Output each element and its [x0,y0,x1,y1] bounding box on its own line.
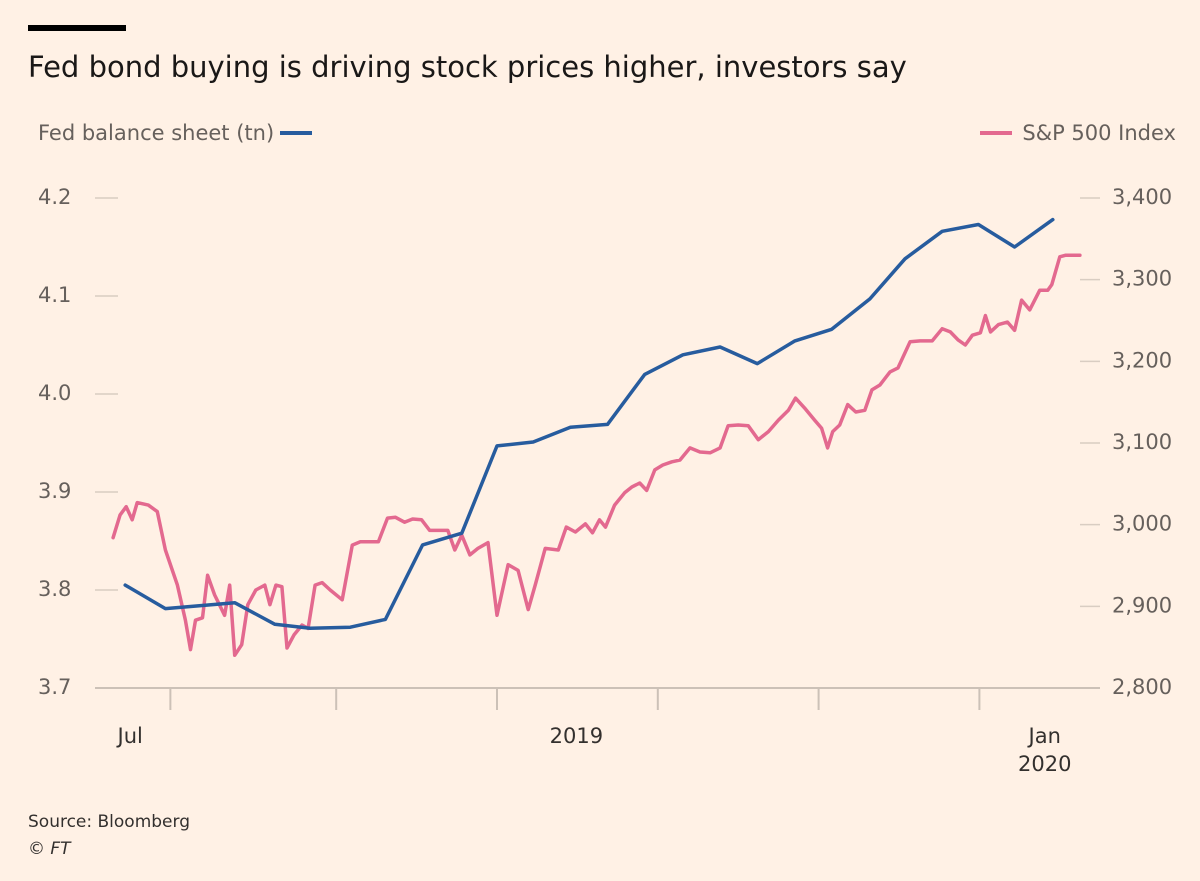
legend-swatch [280,131,313,135]
y2-axis-label: S&P 500 Index [980,121,1176,145]
y-tick-label: 4.2 [38,185,71,209]
series-line [123,217,1055,630]
y-axis-label: Fed balance sheet (tn) [38,121,313,145]
source: Source: Bloomberg [28,812,190,832]
y-tick-label: 3.7 [38,675,71,699]
y2-label-text: S&P 500 Index [1022,121,1176,145]
y2-tick-label: 2,900 [1112,593,1172,617]
y2-tick-label: 3,200 [1112,348,1172,372]
y2-tick-label: 3,100 [1112,430,1172,454]
chart-title: Fed bond buying is driving stock prices … [28,50,907,84]
x-tick-label: Jul [117,724,143,748]
series-line [111,253,1082,658]
y-tick-label: 3.9 [38,479,71,503]
y-tick-label: 4.0 [38,381,71,405]
top-bar [28,25,126,31]
y2-tick-label: 3,400 [1112,185,1172,209]
x-tick-label: 2019 [549,724,604,748]
legend-swatch [980,131,1013,135]
x-tick-label: Jan 2020 [1017,724,1072,776]
y-tick-label: 4.1 [38,283,71,307]
y2-tick-label: 3,000 [1112,512,1172,536]
y-label-text: Fed balance sheet (tn) [38,121,275,145]
credit: © FT [28,839,71,859]
y-tick-label: 3.8 [38,577,71,601]
y2-tick-label: 2,800 [1112,675,1172,699]
y2-tick-label: 3,300 [1112,267,1172,291]
